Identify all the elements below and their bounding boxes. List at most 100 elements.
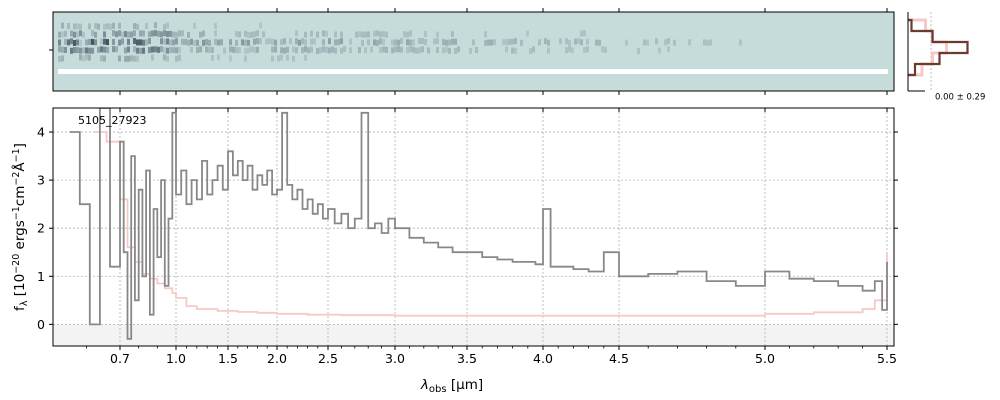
spectrum-2d-pixel <box>397 39 400 46</box>
spectrum-2d-pixel <box>106 23 109 30</box>
spectrum-2d-pixel <box>136 47 139 54</box>
spectrum-2d-pixel <box>655 38 658 45</box>
spectrum-2d-pixel <box>361 31 364 38</box>
spectrum-2d-pixel <box>409 30 412 37</box>
spectrum-2d-pixel <box>268 38 271 45</box>
spectrum-2d-pixel <box>274 46 277 53</box>
spectrum-2d-pixel <box>154 22 157 29</box>
spectrum-2d-pixel <box>178 46 181 53</box>
spectrum-2d-pixel <box>511 38 514 45</box>
spectrum-2d-pixel <box>181 38 184 45</box>
spectrum-2d-pixel <box>184 38 187 45</box>
spectrum-2d-pixel <box>505 46 508 53</box>
spectrum-2d-pixel <box>202 39 205 46</box>
spectrum-2d-pixel <box>448 47 451 54</box>
spectrum-2d-pixel <box>574 38 577 45</box>
spectrum-2d-pixel <box>127 55 130 62</box>
spectrum-2d-pixel <box>208 39 211 46</box>
y-tick-label-0: 0 <box>37 317 45 332</box>
spectrum-2d-pixel <box>406 39 409 46</box>
spectrum-2d-pixel <box>310 30 313 37</box>
spectrum-2d-pixel <box>451 31 454 38</box>
spectrum-2d-pixel <box>100 55 103 62</box>
spectrum-2d-pixel <box>118 55 121 62</box>
spectrum-2d-pixel <box>568 39 571 46</box>
spectrum-2d-pixel <box>358 30 361 37</box>
spectrum-2d-pixel <box>79 54 82 61</box>
spectrum-2d-pixel <box>202 30 205 37</box>
spectrum-2d-pixel <box>166 38 169 45</box>
spectrum-2d-pixel <box>664 39 667 46</box>
spectrum-2d-pixel <box>85 54 88 61</box>
spectrum-2d-pixel <box>139 30 142 37</box>
spectrum-2d-pixel <box>583 30 586 37</box>
spectrum-2d-pixel <box>304 39 307 46</box>
spectrum-2d-pixel <box>160 38 163 45</box>
spectrum-2d-pixel <box>544 38 547 45</box>
spectrum-2d-pixel <box>100 38 103 45</box>
spectrum-2d-pixel <box>82 47 85 54</box>
spectrum-2d-pixel <box>706 39 709 46</box>
spectrum-2d-pixel <box>424 38 427 45</box>
spectrum-2d-pixel <box>172 46 175 53</box>
spectrum-2d-pixel <box>403 31 406 38</box>
spectrum-2d-pixel <box>340 31 343 38</box>
spectrum-2d-pixel <box>565 47 568 54</box>
spectrum-2d-pixel <box>94 39 97 46</box>
spectrum-2d-pixel <box>571 47 574 54</box>
spectrum-2d-pixel <box>193 22 196 29</box>
spectrum-2d-pixel <box>196 39 199 46</box>
spectrum-2d-pixel <box>121 38 124 45</box>
spectrum-2d-pixel <box>232 46 235 53</box>
spectrum-2d-pixel <box>472 39 475 46</box>
spectrum-2d-pixel <box>133 30 136 37</box>
spectrum-2d-pixel <box>643 39 646 46</box>
spectrum-2d-pixel <box>157 30 160 37</box>
spectrum-2d-pixel <box>133 38 136 45</box>
spectrum-2d-pixel <box>211 54 214 61</box>
spectrum-2d-pixel <box>196 47 199 54</box>
spectrum-2d-pixel <box>124 55 127 62</box>
spectrum-2d-pixel <box>76 39 79 46</box>
spectrum-2d-pixel <box>205 46 208 53</box>
spectrum-2d-pixel <box>586 46 589 53</box>
spectrum-2d-pixel <box>256 46 259 53</box>
spectrum-2d-pixel <box>166 55 169 62</box>
spectrum-2d-pixel <box>412 46 415 53</box>
spectrum-2d-pixel <box>109 23 112 30</box>
spectrum-2d-pixel <box>166 47 169 54</box>
spectrum-2d-pixel <box>238 47 241 54</box>
spectrum-2d-pixel <box>304 31 307 38</box>
spectrum-2d-pixel <box>115 31 118 38</box>
spectrum-2d-pixel <box>163 30 166 37</box>
spectrum-2d-pixel <box>103 31 106 38</box>
spectrum-2d-pixel <box>310 38 313 45</box>
spectrum-2d-pixel <box>61 31 64 38</box>
spectrum-2d-pixel <box>508 39 511 46</box>
spectrum-2d-pixel <box>253 46 256 53</box>
spectrum-2d-pixel <box>310 46 313 53</box>
spectrum-2d-pixel <box>256 38 259 45</box>
spectrum-2d-pixel <box>154 46 157 53</box>
spectrum-2d-pixel <box>124 31 127 38</box>
spectrum-2d-pixel <box>118 39 121 46</box>
profile-model-line <box>908 18 948 77</box>
spectrum-2d-pixel <box>385 46 388 53</box>
spectrum-2d-pixel <box>118 22 121 29</box>
spectrum-2d-pixel <box>154 30 157 37</box>
spectrum-2d-pixel <box>121 31 124 38</box>
spectrum-2d-pixel <box>106 46 109 53</box>
spectrum-2d-pixel <box>64 30 67 37</box>
spectrum-2d-pixel <box>601 46 604 53</box>
spectrum-2d-pixel <box>160 31 163 38</box>
spectrum-2d-pixel <box>364 31 367 38</box>
spectrum-2d-pixel <box>103 38 106 45</box>
spectrum-2d-pixel <box>502 39 505 46</box>
spectrum-2d-pixel <box>379 31 382 38</box>
spectrum-2d-pixel <box>199 31 202 38</box>
spectrum-2d-pixel <box>112 22 115 29</box>
axis-ticks: 0.7 1.0 1.5 2.0 2.5 3.0 3.5 4.0 4.5 5.0 5.5 0 1 2 3 4 <box>37 108 898 366</box>
spectrum-2d-pixel <box>340 38 343 45</box>
spectrum-2d-pixel <box>484 31 487 38</box>
spectrum-2d-pixel <box>625 39 628 46</box>
